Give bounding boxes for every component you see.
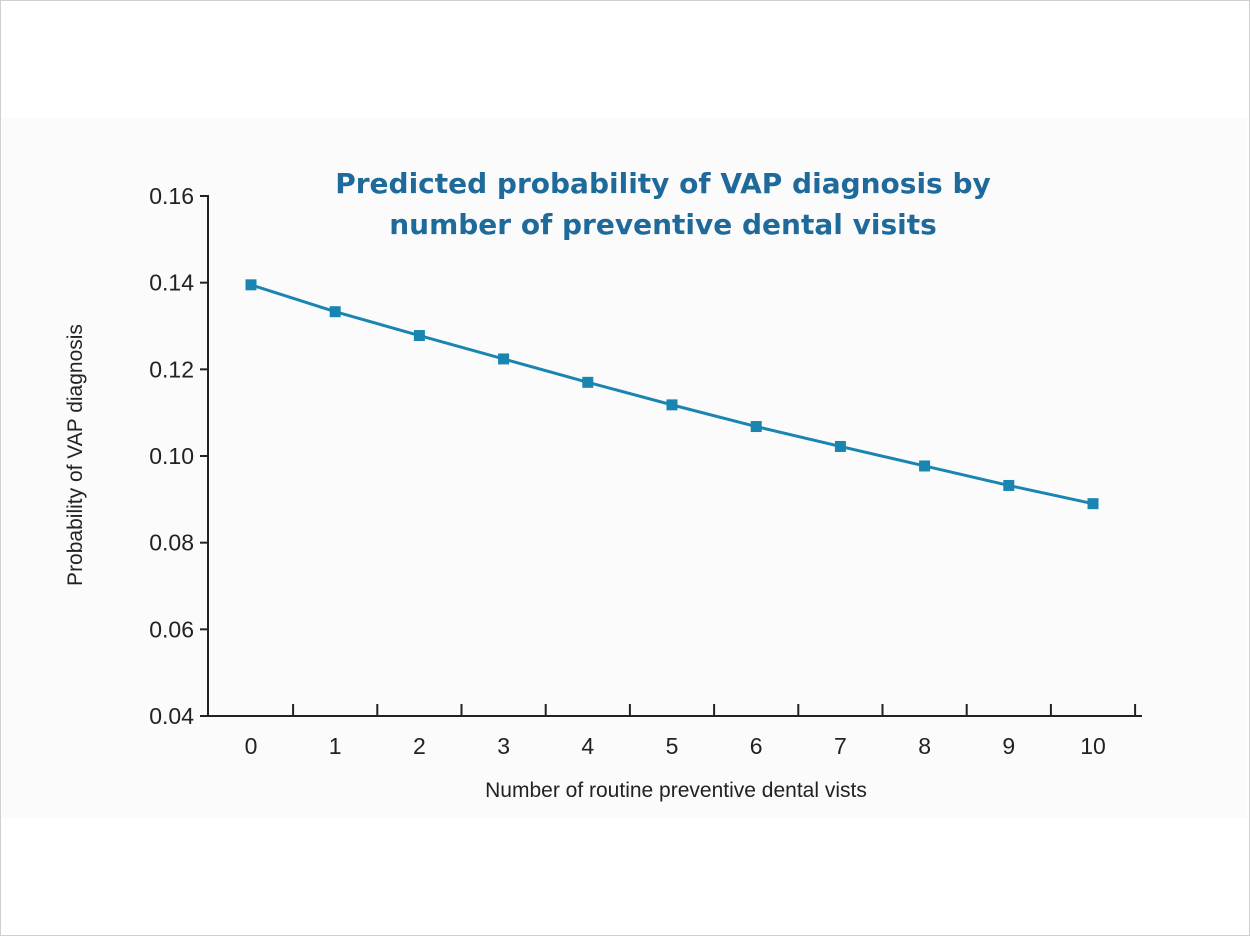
data-point-marker [498, 353, 510, 365]
data-point-marker [1087, 498, 1099, 510]
data-point-marker [413, 330, 425, 342]
x-tick-label: 8 [918, 733, 931, 759]
y-tick-label: 0.10 [149, 443, 194, 469]
data-point-marker [919, 460, 931, 472]
data-point-marker [1003, 479, 1015, 491]
x-tick-label: 5 [666, 733, 679, 759]
x-tick-label: 10 [1080, 733, 1106, 759]
y-tick-label: 0.14 [149, 270, 194, 296]
x-tick-label: 1 [329, 733, 342, 759]
y-tick-label: 0.16 [149, 183, 194, 209]
x-tick-label: 7 [834, 733, 847, 759]
series-line [250, 283, 1094, 506]
y-tick-label: 0.06 [149, 616, 194, 642]
x-tick-label: 9 [1002, 733, 1015, 759]
x-tick-label: 6 [750, 733, 763, 759]
x-tick-label: 2 [413, 733, 426, 759]
x-axis-label: Number of routine preventive dental vist… [485, 779, 867, 802]
chart-title-line-1: Predicted probability of VAP diagnosis b… [335, 167, 991, 200]
data-point-marker [666, 399, 678, 411]
data-point-marker [750, 421, 762, 433]
chart-title-line-2: number of preventive dental visits [389, 208, 937, 241]
x-axis-ticks: 0 1 2 3 4 5 6 7 8 9 10 [245, 704, 1137, 759]
chart-panel [2, 118, 1246, 818]
y-tick-label: 0.08 [149, 530, 194, 556]
data-point-marker [834, 440, 846, 452]
x-tick-label: 0 [245, 733, 258, 759]
y-tick-label: 0.04 [149, 703, 194, 729]
x-tick-label: 3 [497, 733, 510, 759]
y-axis-label: Probability of VAP diagnosis [64, 324, 87, 586]
series-group [245, 279, 1099, 510]
data-point-marker [329, 306, 341, 318]
x-tick-label: 4 [581, 733, 594, 759]
data-point-marker [582, 376, 594, 388]
y-axis-ticks: 0.04 0.06 0.08 0.10 0.12 0.14 0.16 [149, 183, 208, 729]
y-tick-label: 0.12 [149, 356, 194, 382]
data-point-marker [245, 279, 257, 291]
